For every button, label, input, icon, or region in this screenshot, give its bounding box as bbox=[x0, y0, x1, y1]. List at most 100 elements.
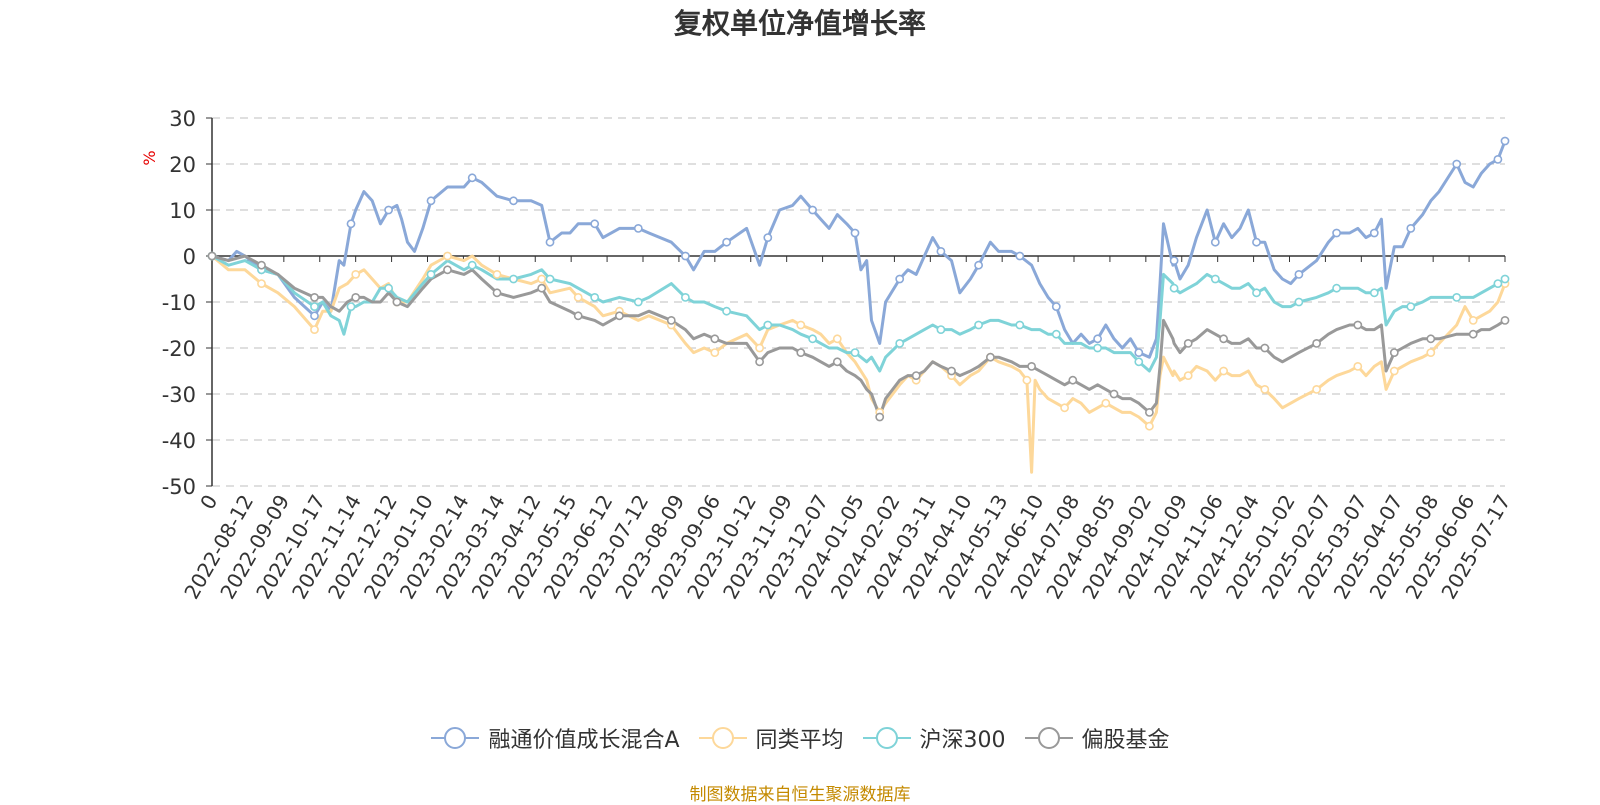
series-point bbox=[832, 357, 842, 367]
series-line-0 bbox=[210, 139, 1507, 359]
series-point bbox=[1468, 329, 1478, 339]
legend-item[interactable]: 偏股基金 bbox=[1024, 722, 1170, 754]
series-point bbox=[545, 274, 555, 284]
legend: 融通价值成长混合A 同类平均 沪深300 偏股基金 bbox=[0, 722, 1600, 756]
series-point bbox=[1468, 315, 1478, 325]
series-point bbox=[1452, 292, 1462, 302]
series-line-1 bbox=[210, 254, 1507, 474]
series-point bbox=[1169, 283, 1179, 293]
series-point bbox=[1353, 320, 1363, 330]
series-point bbox=[346, 219, 356, 229]
series-point bbox=[1183, 371, 1193, 380]
legend-marker-icon bbox=[862, 727, 911, 749]
series-point bbox=[1145, 421, 1154, 431]
series-point bbox=[911, 371, 921, 380]
series-point bbox=[974, 320, 983, 330]
series-point bbox=[722, 237, 731, 247]
series-point bbox=[850, 348, 860, 357]
series-point bbox=[1260, 384, 1270, 394]
series-point bbox=[1134, 357, 1144, 367]
series-point bbox=[1493, 154, 1503, 164]
legend-label: 同类平均 bbox=[755, 728, 844, 753]
series-point bbox=[537, 274, 547, 284]
series-point bbox=[1452, 159, 1462, 169]
series-point bbox=[1027, 361, 1036, 371]
series-point bbox=[895, 274, 905, 284]
y-tick-label: -50 bbox=[162, 475, 196, 499]
series-point bbox=[1369, 288, 1379, 298]
series-point bbox=[426, 269, 436, 279]
series-point bbox=[1332, 283, 1341, 293]
series-lines bbox=[210, 139, 1507, 474]
series-point bbox=[492, 269, 502, 279]
series-point bbox=[590, 292, 600, 302]
y-tick-label: 30 bbox=[169, 107, 196, 131]
series-point bbox=[1219, 334, 1228, 344]
y-tick-label: -20 bbox=[162, 337, 196, 361]
series-point bbox=[351, 292, 361, 302]
series-point bbox=[310, 292, 319, 302]
series-point bbox=[1389, 348, 1399, 357]
series-point bbox=[1406, 223, 1416, 233]
series-point bbox=[310, 311, 319, 321]
legend-label: 偏股基金 bbox=[1081, 728, 1170, 753]
series-point bbox=[257, 260, 266, 270]
series-point bbox=[1051, 329, 1061, 339]
series-point bbox=[1093, 334, 1102, 344]
legend-item[interactable]: 沪深300 bbox=[862, 722, 1006, 754]
legend-marker-icon bbox=[1024, 727, 1073, 749]
series-point bbox=[875, 412, 885, 422]
series-point bbox=[796, 320, 806, 330]
legend-marker-icon bbox=[431, 727, 480, 749]
series-point bbox=[1145, 407, 1154, 417]
series-point bbox=[974, 260, 983, 270]
series-point bbox=[1101, 398, 1111, 408]
series-point bbox=[1312, 384, 1321, 394]
series-point bbox=[384, 283, 393, 293]
series-point bbox=[384, 205, 393, 215]
series-point bbox=[467, 173, 477, 183]
series-point bbox=[443, 251, 452, 261]
series-point bbox=[666, 315, 676, 325]
series-point bbox=[936, 246, 946, 256]
legend-item[interactable]: 融通价值成长混合A bbox=[430, 722, 680, 754]
series-point bbox=[537, 283, 547, 293]
series-point bbox=[1093, 343, 1102, 353]
legend-label: 沪深300 bbox=[919, 728, 1006, 753]
series-point bbox=[351, 269, 361, 279]
series-point bbox=[1252, 237, 1261, 247]
axes: 3020100-10-20-30-40-50%02022-08-122022-0… bbox=[140, 107, 1515, 603]
series-point bbox=[832, 334, 842, 344]
legend-item[interactable]: 同类平均 bbox=[698, 722, 844, 754]
series-point bbox=[257, 279, 266, 288]
source-note: 制图数据来自恒生聚源数据库 bbox=[689, 785, 911, 805]
series-point bbox=[1252, 288, 1261, 298]
series-point bbox=[509, 196, 518, 206]
series-point bbox=[808, 205, 817, 215]
series-point bbox=[633, 223, 643, 233]
series-point bbox=[492, 288, 502, 298]
series-point bbox=[1312, 338, 1321, 348]
series-point bbox=[1406, 302, 1416, 311]
series-point bbox=[590, 219, 600, 229]
series-point bbox=[763, 233, 773, 242]
series-point bbox=[1015, 251, 1025, 261]
series-point bbox=[310, 302, 319, 311]
chart-title: 复权单位净值增长率 bbox=[673, 7, 926, 40]
series-point bbox=[986, 352, 995, 362]
series-point bbox=[1500, 315, 1510, 325]
y-tick-label: 20 bbox=[169, 153, 196, 177]
series-point bbox=[1022, 375, 1032, 385]
series-point bbox=[681, 251, 690, 261]
series-point bbox=[207, 251, 217, 261]
series-point bbox=[936, 325, 946, 334]
series-point bbox=[808, 334, 817, 344]
x-tick-label: 0 bbox=[195, 491, 222, 514]
series-point bbox=[1500, 274, 1510, 284]
series-point bbox=[1219, 366, 1228, 376]
y-axis-label: % bbox=[140, 150, 159, 165]
series-point bbox=[346, 302, 356, 311]
series-point bbox=[1210, 237, 1220, 247]
series-point bbox=[573, 292, 583, 302]
